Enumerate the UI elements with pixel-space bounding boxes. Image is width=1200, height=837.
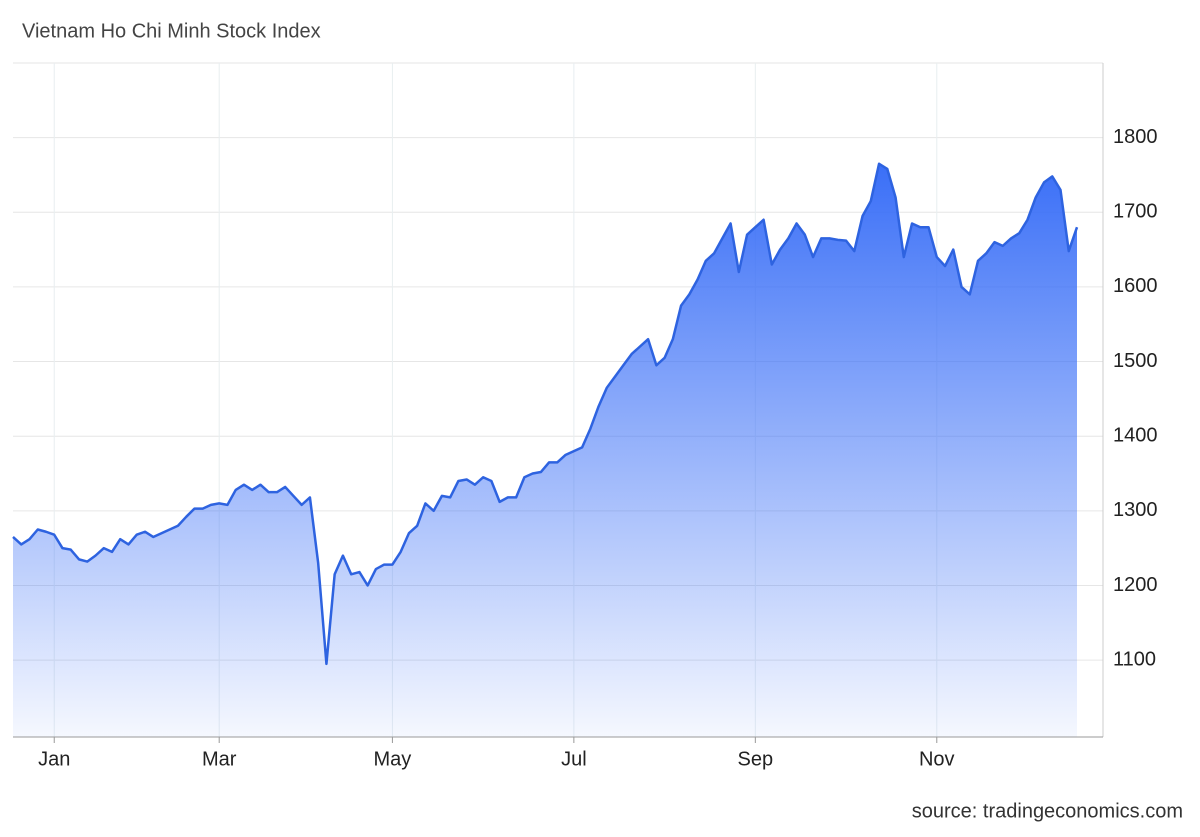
y-tick-label: 1500 xyxy=(1113,350,1158,372)
y-tick-label: 1600 xyxy=(1113,275,1158,297)
x-tick-label: May xyxy=(374,748,412,770)
x-tick-label: Jul xyxy=(561,748,587,770)
x-tick-label: Nov xyxy=(919,748,955,770)
y-tick-label: 1200 xyxy=(1113,574,1158,596)
area xyxy=(13,163,1077,737)
y-tick-label: 1400 xyxy=(1113,424,1158,446)
y-tick-label: 1300 xyxy=(1113,499,1158,521)
x-tick-label: Sep xyxy=(738,748,774,770)
y-tick-label: 1700 xyxy=(1113,201,1158,223)
x-tick-label: Jan xyxy=(38,748,70,770)
line xyxy=(12,162,1079,666)
chart-title: Vietnam Ho Chi Minh Stock Index xyxy=(22,20,321,42)
y-tick-label: 1800 xyxy=(1113,126,1158,148)
y-tick-label: 1100 xyxy=(1113,648,1156,670)
source: source: tradingeconomics.com xyxy=(912,800,1183,822)
x-tick-label: Mar xyxy=(202,748,237,770)
